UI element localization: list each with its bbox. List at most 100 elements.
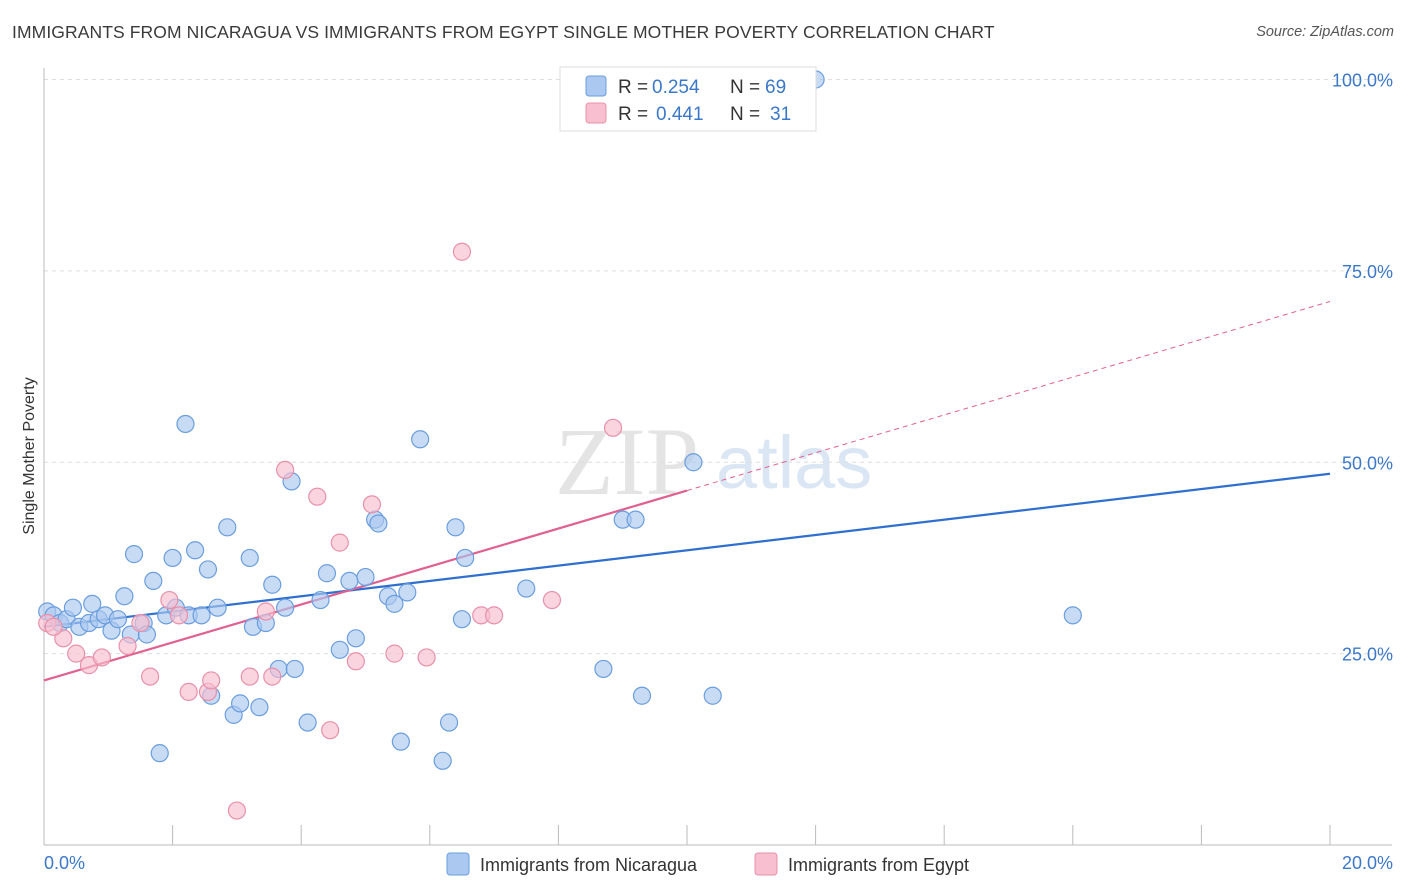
point-nicaragua: [163, 548, 182, 568]
legend-r-label-egypt: R =: [618, 104, 653, 125]
point-nicaragua: [411, 430, 430, 449]
point-egypt: [417, 648, 436, 667]
point-nicaragua: [456, 548, 475, 568]
legend-swatch-nicaragua: [585, 75, 607, 97]
grid: [44, 79, 1392, 655]
point-nicaragua: [115, 587, 134, 606]
watermark-atlas: atlas: [716, 421, 872, 504]
y-tick-label-25: 25.0%: [1342, 645, 1393, 665]
point-nicaragua: [144, 571, 163, 591]
point-nicaragua: [391, 732, 410, 751]
point-nicaragua: [192, 606, 211, 625]
point-egypt: [321, 721, 340, 740]
watermark-zip: ZIP: [555, 408, 699, 515]
legend-n-label-nicaragua: N =: [730, 77, 765, 98]
point-nicaragua: [83, 594, 102, 613]
point-egypt: [256, 602, 275, 621]
point-egypt: [179, 682, 198, 702]
point-nicaragua: [626, 510, 645, 529]
point-nicaragua: [276, 598, 295, 617]
source-label: Source: ZipAtlas.com: [1256, 24, 1394, 40]
watermark: ZIP atlas: [555, 408, 872, 515]
point-nicaragua: [263, 575, 282, 594]
point-nicaragua: [330, 640, 349, 659]
point-egypt: [140, 667, 160, 686]
y-tick-labels: 25.0% 50.0% 75.0% 100.0%: [1332, 71, 1393, 665]
point-nicaragua: [356, 567, 375, 587]
point-nicaragua: [684, 453, 703, 472]
point-nicaragua: [311, 590, 330, 610]
bottom-legend-label-nicaragua: Immigrants from Nicaragua: [480, 855, 698, 875]
legend-r-value-egypt: 0.441: [656, 104, 704, 125]
x-tick-label-min: 0.0%: [44, 853, 85, 873]
bottom-legend: Immigrants from Nicaragua Immigrants fro…: [446, 852, 969, 876]
point-nicaragua: [340, 571, 359, 591]
point-egypt: [485, 606, 504, 625]
point-egypt: [169, 606, 189, 625]
point-nicaragua: [317, 564, 337, 583]
y-axis-title: Single Mother Poverty: [21, 377, 38, 534]
bottom-legend-swatch-egypt: [754, 852, 778, 876]
trend-line-nicaragua: [43, 472, 1331, 628]
point-nicaragua: [346, 629, 365, 648]
point-nicaragua: [240, 548, 259, 568]
legend-n-value-nicaragua: 69: [765, 77, 786, 98]
point-egypt: [92, 648, 111, 667]
point-nicaragua: [176, 414, 195, 434]
chart-title: IMMIGRANTS FROM NICARAGUA VS IMMIGRANTS …: [12, 22, 995, 42]
point-egypt: [227, 801, 246, 820]
point-egypt: [603, 418, 623, 437]
point-nicaragua: [517, 579, 536, 598]
point-egypt: [362, 495, 382, 514]
point-egypt: [346, 652, 365, 671]
point-nicaragua: [124, 545, 144, 564]
point-nicaragua: [218, 518, 237, 537]
axes: [43, 68, 1392, 846]
y-tick-label-75: 75.0%: [1342, 262, 1393, 282]
bottom-legend-swatch-nicaragua: [446, 852, 470, 876]
bottom-legend-label-egypt: Immigrants from Egypt: [788, 855, 969, 875]
point-nicaragua: [594, 659, 613, 679]
point-nicaragua: [150, 744, 169, 763]
point-egypt: [202, 671, 221, 690]
point-nicaragua: [385, 594, 404, 613]
point-egypt: [276, 460, 295, 480]
point-egypt: [385, 644, 404, 663]
legend-n-value-egypt: 31: [770, 104, 791, 125]
point-nicaragua: [63, 598, 83, 617]
point-egypt: [542, 590, 562, 610]
point-nicaragua: [298, 713, 317, 732]
y-tick-label-50: 50.0%: [1342, 453, 1393, 473]
legend: R = 0.254 N = 69 R = 0.441 N = 31: [559, 66, 817, 132]
point-nicaragua: [433, 751, 452, 770]
point-nicaragua: [369, 514, 388, 533]
point-nicaragua: [398, 583, 417, 602]
point-nicaragua: [285, 659, 304, 679]
x-tick-label-max: 20.0%: [1342, 853, 1393, 873]
point-nicaragua: [108, 610, 128, 629]
legend-n-label-egypt: N =: [730, 104, 765, 125]
point-egypt: [131, 613, 150, 633]
trend-lines: [43, 301, 1331, 682]
point-egypt: [67, 644, 86, 663]
point-nicaragua: [439, 713, 459, 732]
point-egypt: [118, 636, 137, 656]
point-egypt: [44, 617, 63, 636]
legend-r-label-nicaragua: R =: [618, 77, 653, 98]
point-egypt: [160, 590, 179, 610]
point-nicaragua: [452, 610, 472, 629]
point-nicaragua: [1063, 606, 1082, 625]
point-nicaragua: [703, 686, 722, 705]
trend-line-egypt-extension: [686, 301, 1331, 492]
point-nicaragua: [446, 518, 465, 537]
point-nicaragua: [186, 541, 205, 560]
legend-swatch-egypt: [585, 102, 607, 124]
point-egypt: [330, 533, 349, 552]
point-egypt: [308, 487, 327, 506]
y-tick-label-100: 100.0%: [1332, 71, 1393, 91]
point-nicaragua: [250, 698, 269, 717]
point-egypt: [452, 242, 472, 261]
point-egypt: [263, 667, 282, 686]
data-points: [38, 70, 1082, 820]
